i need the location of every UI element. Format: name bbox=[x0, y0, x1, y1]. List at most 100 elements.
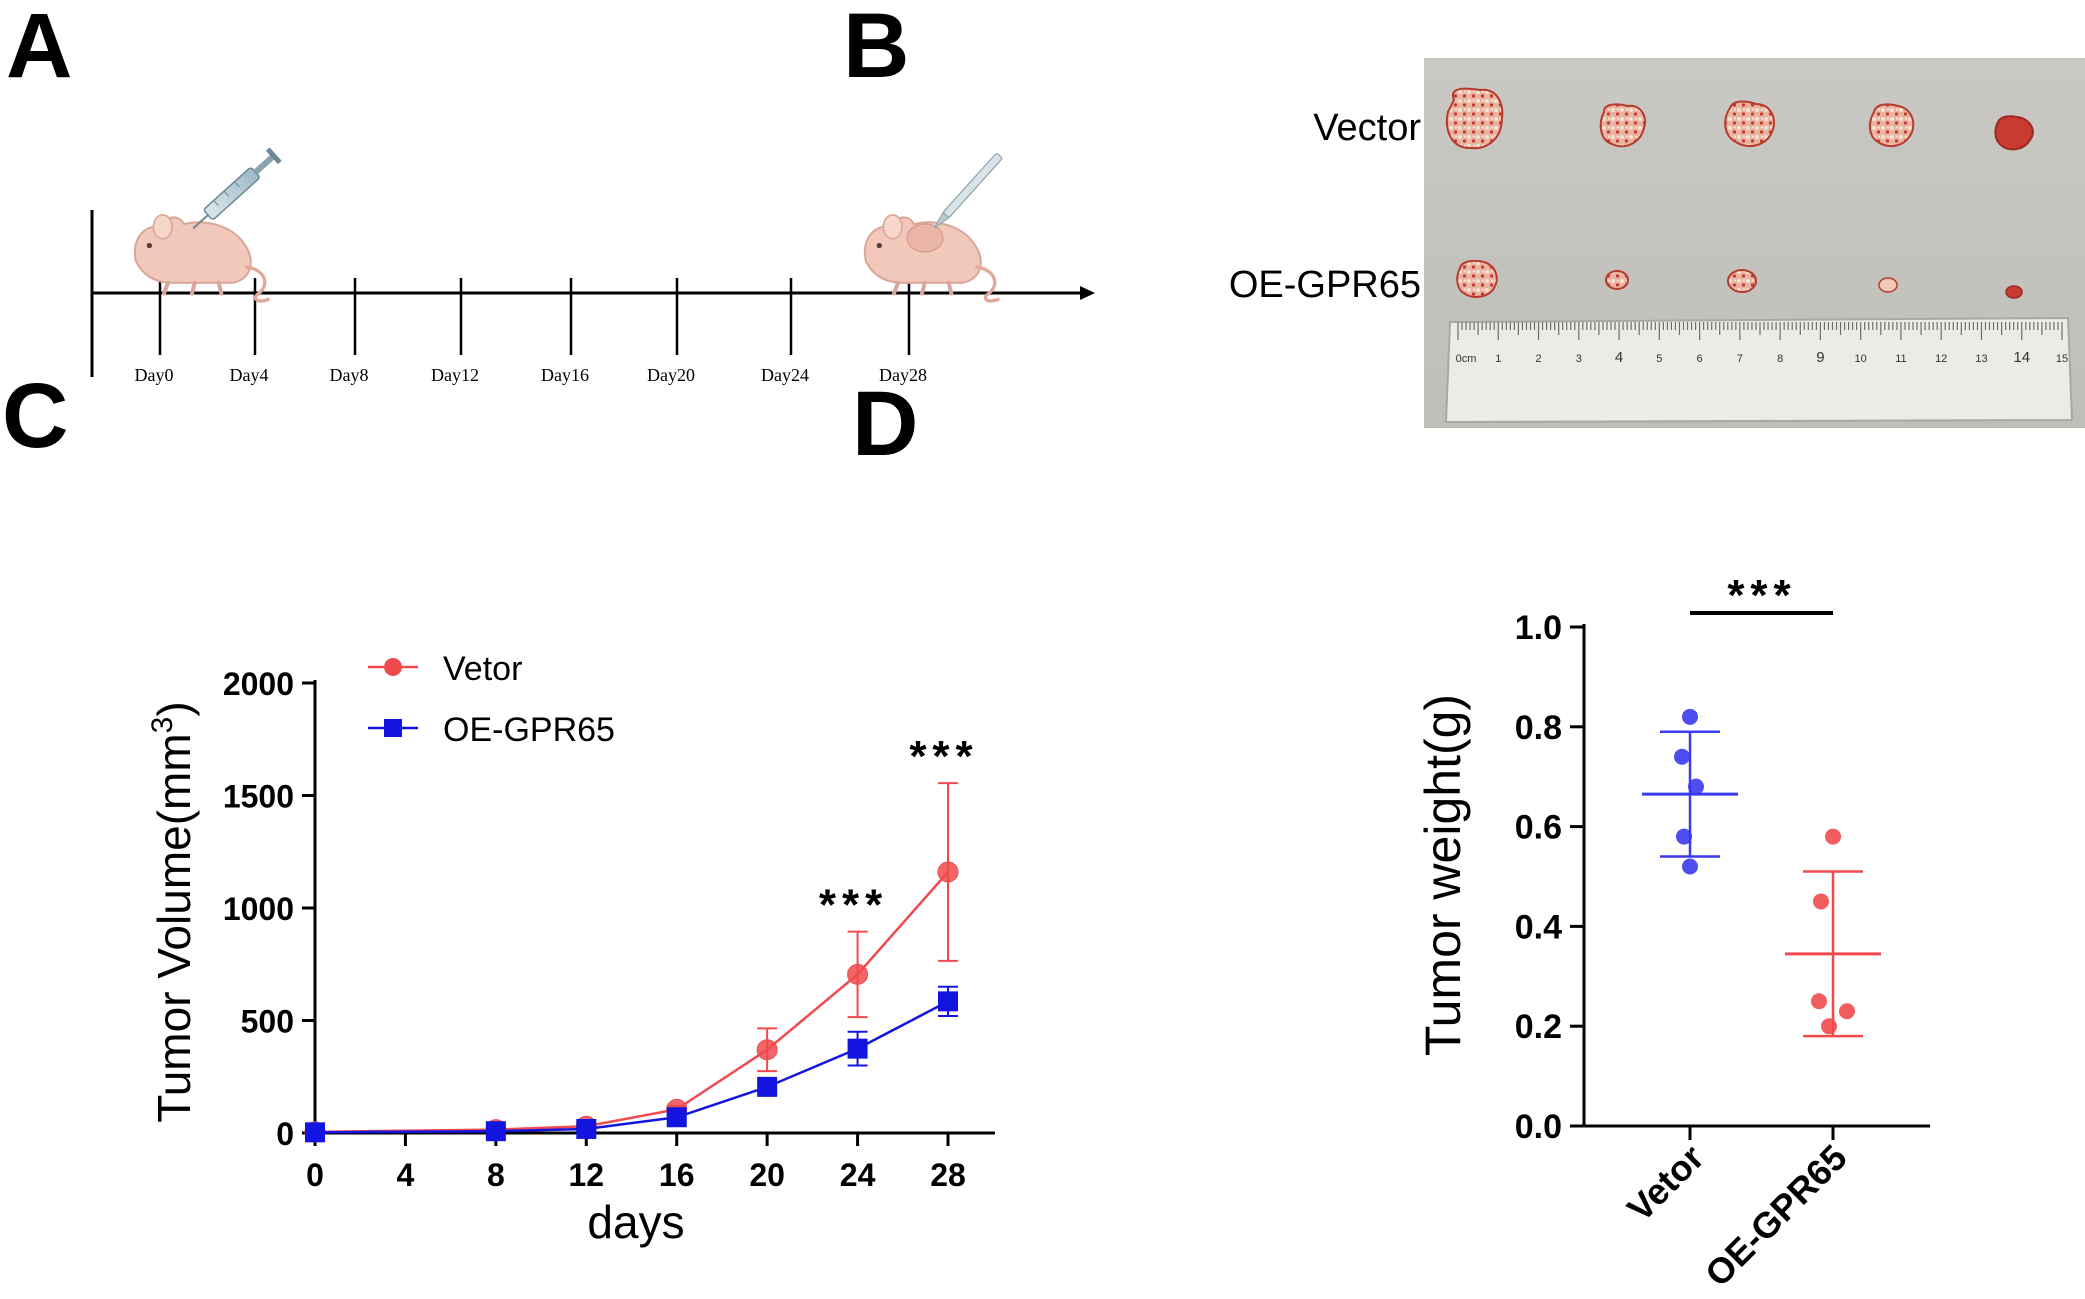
d-data-point bbox=[1839, 1003, 1855, 1020]
ruler-ticks bbox=[1457, 322, 2063, 340]
tumor bbox=[1727, 269, 1757, 293]
ruler-label: 2 bbox=[1535, 353, 1541, 365]
c-y-tick-label: 500 bbox=[241, 1004, 294, 1040]
c-point-oe-gpr65 bbox=[757, 1076, 778, 1097]
tumor bbox=[1724, 100, 1775, 148]
d-x-tick-label: OE-GPR65 bbox=[1697, 1137, 1855, 1295]
oe-gpr65-tumor-row bbox=[1456, 259, 2023, 299]
legend-item-vetor: Vetor bbox=[368, 650, 522, 688]
timeline-arrowhead bbox=[1080, 286, 1095, 300]
c-point-vetor bbox=[847, 963, 869, 985]
c-x-tick-label: 20 bbox=[749, 1157, 785, 1193]
d-data-point bbox=[1813, 893, 1829, 910]
c-x-axis-label: days bbox=[587, 1196, 684, 1248]
d-data-point bbox=[1674, 748, 1690, 765]
c-point-oe-gpr65 bbox=[576, 1118, 597, 1139]
timeline-day-label: Day16 bbox=[541, 365, 589, 385]
panel-letter-d: D bbox=[852, 373, 919, 475]
mouse-injection-icon bbox=[135, 147, 282, 301]
d-data-point bbox=[1825, 828, 1841, 845]
c-series-oe-gpr65 bbox=[305, 985, 958, 1143]
c-point-oe-gpr65 bbox=[938, 991, 958, 1012]
d-group-oe-gpr65 bbox=[1785, 828, 1881, 1038]
ruler-label: 9 bbox=[1816, 349, 1824, 366]
panel-c-volume-chart: 0 500 1000 1500 2000 0 4 8 12 16 20 24 28 *** *** da… bbox=[146, 650, 995, 1248]
d-data-point bbox=[1688, 778, 1704, 795]
timeline-day-label: Day20 bbox=[647, 365, 695, 385]
ruler-label: 4 bbox=[1615, 349, 1623, 366]
ruler-labels: 0cm 1 2 3 4 5 6 7 8 9 10 11 12 13 14 15 bbox=[1456, 349, 2069, 366]
tumor bbox=[1599, 103, 1646, 148]
tumor bbox=[1994, 115, 2034, 151]
ruler-label: 10 bbox=[1855, 353, 1867, 365]
legend-item-oe-gpr65: OE-GPR65 bbox=[368, 711, 615, 749]
panel-letter-a: A bbox=[6, 0, 73, 97]
d-y-tick-label: 0.8 bbox=[1515, 709, 1562, 747]
c-point-oe-gpr65 bbox=[485, 1121, 506, 1142]
c-y-tick-label: 1000 bbox=[223, 891, 294, 927]
c-x-tick-label: 4 bbox=[397, 1157, 415, 1193]
vector-tumor-row bbox=[1445, 87, 2034, 151]
d-group-vetor bbox=[1642, 708, 1738, 875]
c-significance-label: *** bbox=[819, 881, 888, 930]
d-y-tick-label: 0.2 bbox=[1515, 1008, 1562, 1046]
ruler-label: 13 bbox=[1975, 353, 1987, 365]
d-significance-label: *** bbox=[1727, 571, 1796, 620]
d-data-point bbox=[1682, 858, 1698, 875]
d-y-tick-label: 1.0 bbox=[1515, 609, 1562, 647]
ruler-label: 7 bbox=[1737, 353, 1743, 365]
c-series-line bbox=[314, 1000, 949, 1134]
panel-a-timeline: Day0 Day4 Day8 Day12 Day16 Day20 Day24 Day28 bbox=[90, 147, 1095, 385]
timeline-day-label: Day24 bbox=[761, 365, 809, 385]
ruler-label: 8 bbox=[1777, 353, 1783, 365]
ruler-label: 14 bbox=[2013, 349, 2030, 366]
legend-marker-oe-gpr65 bbox=[384, 719, 402, 737]
timeline-day-label: Day12 bbox=[431, 365, 479, 385]
d-y-ticks: 0.0 0.2 0.4 0.6 0.8 1.0 bbox=[1515, 609, 1584, 1146]
timeline-ticks: Day0 Day4 Day8 Day12 Day16 Day20 Day24 Day28 bbox=[135, 278, 927, 385]
c-series bbox=[304, 782, 959, 1143]
ruler-label: 0cm bbox=[1456, 353, 1477, 365]
c-x-tick-label: 12 bbox=[568, 1157, 604, 1193]
d-data-point bbox=[1676, 828, 1692, 845]
d-y-tick-label: 0.4 bbox=[1515, 908, 1562, 946]
tumor bbox=[2005, 285, 2023, 299]
c-series-vetor bbox=[304, 782, 959, 1143]
timeline-day-label: Day4 bbox=[230, 365, 269, 385]
mouse-harvest-icon bbox=[865, 153, 1003, 301]
c-y-axis-label: Tumor Volume(mm3) bbox=[146, 701, 200, 1122]
c-significance-label: *** bbox=[909, 732, 978, 781]
d-y-tick-label: 0.0 bbox=[1515, 1108, 1562, 1146]
c-annotations: *** *** bbox=[819, 732, 978, 930]
ruler-label: 15 bbox=[2056, 353, 2068, 365]
timeline-day-label: Day28 bbox=[879, 365, 927, 385]
ruler-label: 11 bbox=[1895, 353, 1906, 365]
c-x-tick-label: 16 bbox=[659, 1157, 695, 1193]
tumor bbox=[1445, 87, 1504, 150]
c-x-tick-label: 28 bbox=[930, 1157, 966, 1193]
ruler: 0cm 1 2 3 4 5 6 7 8 9 10 11 12 13 14 15 bbox=[1444, 316, 2074, 424]
c-legend: Vetor OE-GPR65 bbox=[368, 650, 615, 749]
tumor bbox=[1605, 270, 1629, 290]
timeline-day-label: Day0 bbox=[135, 365, 174, 385]
c-x-tick-label: 8 bbox=[487, 1157, 505, 1193]
ruler-label: 5 bbox=[1656, 353, 1662, 365]
legend-label-oe-gpr65: OE-GPR65 bbox=[443, 711, 615, 749]
legend-label-vetor: Vetor bbox=[443, 650, 522, 688]
c-x-tick-label: 24 bbox=[840, 1157, 876, 1193]
c-point-vetor bbox=[756, 1039, 778, 1061]
c-point-oe-gpr65 bbox=[847, 1038, 868, 1059]
c-point-oe-gpr65 bbox=[666, 1107, 687, 1128]
row-label-oe-gpr65: OE-GPR65 bbox=[1229, 264, 1421, 306]
d-data-point bbox=[1682, 708, 1698, 725]
tumor bbox=[1456, 259, 1498, 298]
c-x-ticks: 0 4 8 12 16 20 24 28 bbox=[306, 1133, 966, 1193]
d-data-point bbox=[1811, 993, 1827, 1010]
d-x-tick-label: Vetor bbox=[1619, 1137, 1712, 1230]
panel-b-photo: Vector OE-GPR65 0cm 1 2 3 4 5 6 7 8 9 10 11 12 13 14 15 bbox=[1229, 58, 2085, 428]
panel-letter-c: C bbox=[2, 365, 69, 467]
c-y-tick-label: 1500 bbox=[223, 779, 294, 815]
d-groups bbox=[1642, 708, 1881, 1038]
